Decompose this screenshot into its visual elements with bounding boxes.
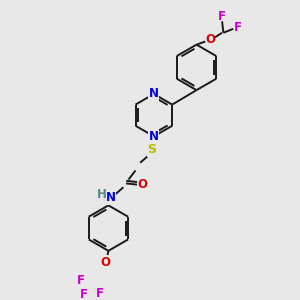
Text: N: N bbox=[149, 130, 159, 143]
Text: F: F bbox=[77, 274, 85, 286]
Text: F: F bbox=[80, 288, 88, 300]
Text: F: F bbox=[96, 287, 104, 300]
Text: O: O bbox=[138, 178, 148, 191]
Text: N: N bbox=[149, 88, 159, 100]
Text: S: S bbox=[147, 143, 156, 156]
Text: H: H bbox=[97, 188, 107, 201]
Text: O: O bbox=[205, 34, 215, 46]
Text: F: F bbox=[234, 21, 242, 34]
Text: F: F bbox=[218, 10, 226, 23]
Text: O: O bbox=[101, 256, 111, 269]
Text: N: N bbox=[106, 191, 116, 204]
